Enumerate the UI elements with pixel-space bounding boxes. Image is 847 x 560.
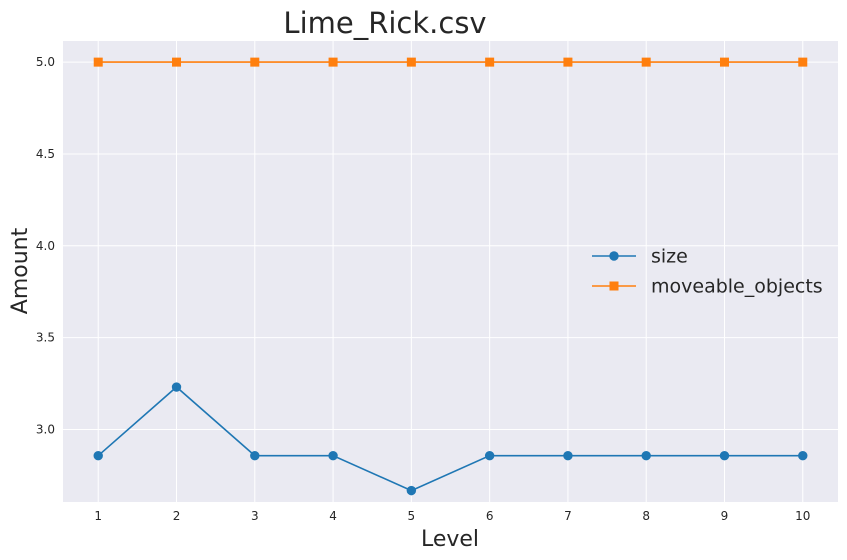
data-point [172,57,182,67]
data-point [563,57,573,67]
legend: size moveable_objects [592,246,823,298]
y-tick-label: 3.0 [36,422,55,436]
x-axis-label: Level [421,527,479,552]
data-point [485,57,495,67]
data-point [719,57,729,67]
plot-background [63,41,838,502]
series-moveable-objects [93,57,808,67]
series-line [97,385,803,492]
data-point [406,57,416,67]
legend-label: size [651,246,688,268]
legend-marker [609,251,619,261]
legend-item: moveable_objects [592,276,823,298]
data-point [563,451,573,461]
x-tick-label: 1 [94,509,102,523]
y-tick-label: 5.0 [36,55,55,69]
x-tick-label: 5 [408,509,416,523]
x-axis-ticks: 1 2 3 4 5 6 7 8 9 10 [94,509,810,523]
x-tick-label: 2 [173,509,181,523]
y-tick-label: 4.5 [36,147,55,161]
series-size [93,382,808,496]
x-tick-label: 9 [721,509,729,523]
data-point [484,451,495,461]
y-axis-label: Amount [8,227,33,314]
x-tick-label: 8 [642,509,650,523]
data-point [171,382,182,392]
x-tick-label: 6 [486,509,494,523]
data-point [250,57,260,67]
x-tick-label: 10 [795,509,810,523]
data-point [641,57,651,67]
chart-title: Lime_Rick.csv [283,6,486,40]
data-point [641,451,651,461]
x-tick-label: 3 [251,509,259,523]
data-point [328,57,338,67]
data-point [93,451,103,461]
series-group [93,57,808,496]
y-axis-ticks: 3.0 3.5 4.0 4.5 5.0 [36,55,55,436]
legend-item: size [592,246,688,268]
data-point [328,451,338,461]
legend-marker [609,281,619,291]
x-tick-label: 7 [564,509,572,523]
y-tick-label: 4.0 [36,239,55,253]
data-point [798,57,808,67]
x-tick-label: 4 [329,509,337,523]
data-point [250,451,260,461]
data-point [798,451,808,461]
y-tick-label: 3.5 [36,331,55,345]
legend-label: moveable_objects [651,276,823,298]
data-point [719,451,730,461]
data-point [406,485,417,496]
data-point [93,57,103,67]
